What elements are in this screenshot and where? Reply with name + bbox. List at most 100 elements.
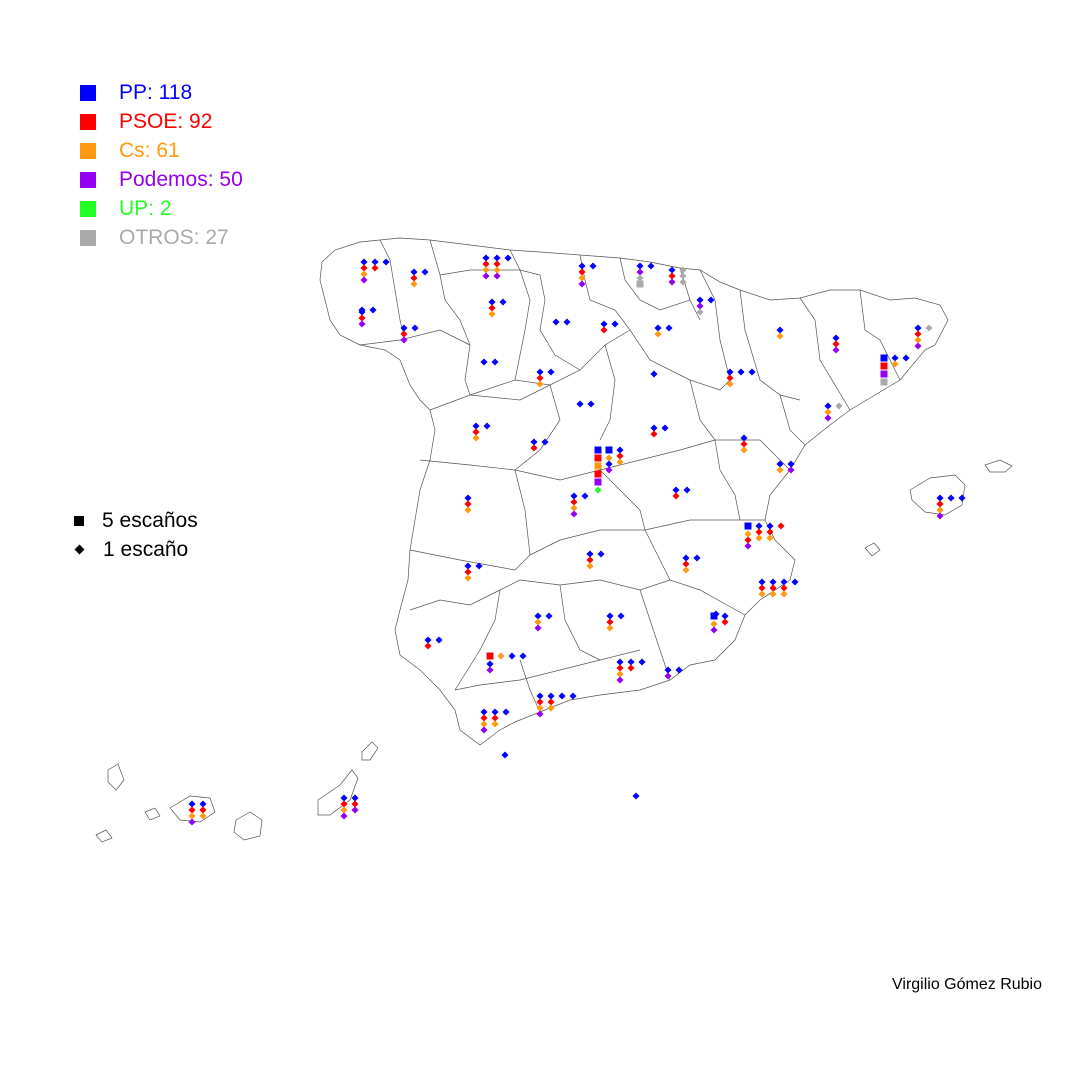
seat-diamond-marker	[586, 556, 594, 564]
seat-diamond-marker	[672, 492, 680, 500]
seat-diamond-marker	[755, 528, 763, 536]
seat-diamond-marker	[832, 346, 840, 354]
seat-diamond-marker	[536, 374, 544, 382]
seat-diamond-marker	[536, 698, 544, 706]
seat-diamond-marker	[664, 666, 672, 674]
seat-diamond-marker	[199, 812, 207, 820]
legend-swatch	[80, 84, 96, 101]
seat-diamond-marker	[721, 618, 729, 626]
seat-diamond-marker	[758, 590, 766, 598]
seat-diamond-marker	[947, 494, 955, 502]
seat-diamond-marker	[360, 276, 368, 284]
seat-diamond-marker	[351, 806, 359, 814]
author-credit: Virgilio Gómez Rubio	[892, 976, 1042, 993]
seat-diamond-marker	[578, 268, 586, 276]
seat-diamond-marker	[769, 590, 777, 598]
seat-square-marker	[636, 280, 644, 288]
seat-diamond-marker	[787, 460, 795, 468]
seat-diamond-marker	[188, 812, 196, 820]
legend-swatch	[80, 229, 96, 246]
seat-diamond-marker	[188, 806, 196, 814]
seat-diamond-marker	[340, 794, 348, 802]
seat-square-marker	[594, 462, 602, 470]
seat-diamond-marker	[586, 562, 594, 570]
seat-square-marker	[594, 470, 602, 478]
seat-diamond-marker	[696, 296, 704, 304]
mallorca-outline	[909, 474, 966, 516]
seat-diamond-marker	[488, 310, 496, 318]
legend-label: Podemos: 50	[119, 167, 243, 191]
seat-diamond-marker	[636, 268, 644, 276]
seat-square-marker	[710, 612, 718, 620]
seat-diamond-marker	[650, 370, 658, 378]
seat-diamond-marker	[483, 422, 491, 430]
legend-item-psoe: PSOE: 92	[80, 107, 243, 136]
legend-label: OTROS: 27	[119, 225, 229, 249]
legend-swatch	[80, 142, 96, 159]
seat-diamond-marker	[499, 298, 507, 306]
seat-diamond-marker	[400, 330, 408, 338]
seat-diamond-marker	[464, 494, 472, 502]
seat-diamond-marker	[914, 324, 922, 332]
seat-diamond-marker	[902, 354, 910, 362]
seat-diamond-marker	[627, 664, 635, 672]
seat-diamond-marker	[547, 698, 555, 706]
seat-diamond-marker	[726, 368, 734, 376]
seat-diamond-marker	[488, 304, 496, 312]
seat-diamond-marker	[777, 522, 785, 530]
seat-diamond-marker	[547, 368, 555, 376]
legend-label: PSOE: 92	[119, 109, 213, 133]
seat-diamond-marker	[675, 666, 683, 674]
seat-diamond-marker	[411, 324, 419, 332]
seat-diamond-marker	[360, 264, 368, 272]
seat-diamond-marker	[400, 324, 408, 332]
seat-diamond-marker	[552, 318, 560, 326]
seat-square-marker	[880, 362, 888, 370]
gran-canaria-outline	[233, 811, 263, 841]
seat-diamond-marker	[776, 460, 784, 468]
seat-diamond-marker	[558, 692, 566, 700]
seat-diamond-marker	[914, 342, 922, 350]
seat-diamond-marker	[712, 610, 720, 618]
legend-item-pp: PP: 118	[80, 78, 243, 107]
seat-square-marker	[594, 478, 602, 486]
seat-diamond-marker	[914, 336, 922, 344]
seat-diamond-marker	[534, 618, 542, 626]
seat-diamond-marker	[668, 278, 676, 286]
seat-diamond-marker	[600, 320, 608, 328]
seat-diamond-marker	[737, 368, 745, 376]
seat-diamond-marker	[682, 554, 690, 562]
seat-diamond-marker	[832, 340, 840, 348]
seat-diamond-marker	[340, 812, 348, 820]
seat-diamond-marker	[600, 326, 608, 334]
seat-diamond-marker	[340, 806, 348, 814]
seat-diamond-marker	[636, 274, 644, 282]
seat-diamond-marker	[488, 298, 496, 306]
seat-diamond-marker	[586, 550, 594, 558]
seat-diamond-marker	[616, 658, 624, 666]
seat-diamond-marker	[464, 506, 472, 514]
seat-diamond-marker	[766, 528, 774, 536]
seat-diamond-marker	[936, 512, 944, 520]
seat-diamond-marker	[616, 446, 624, 454]
seat-square-marker	[744, 522, 752, 530]
seat-diamond-marker	[597, 550, 605, 558]
seat-diamond-marker	[480, 708, 488, 716]
seat-diamond-marker	[188, 818, 196, 826]
seat-diamond-marker	[605, 460, 613, 468]
seat-diamond-marker	[358, 314, 366, 322]
seat-diamond-marker	[482, 260, 490, 268]
legend-swatch	[80, 113, 96, 130]
seat-square-marker	[880, 378, 888, 386]
seat-diamond-marker	[617, 612, 625, 620]
seat-diamond-marker	[581, 492, 589, 500]
seat-diamond-marker	[464, 562, 472, 570]
seat-square-marker	[880, 370, 888, 378]
seat-diamond-marker	[480, 714, 488, 722]
seat-diamond-marker	[891, 354, 899, 362]
seat-diamond-marker	[654, 330, 662, 338]
size-legend-diamond: 1 escaño	[74, 535, 198, 564]
seat-diamond-marker	[740, 434, 748, 442]
seat-diamond-marker	[410, 280, 418, 288]
